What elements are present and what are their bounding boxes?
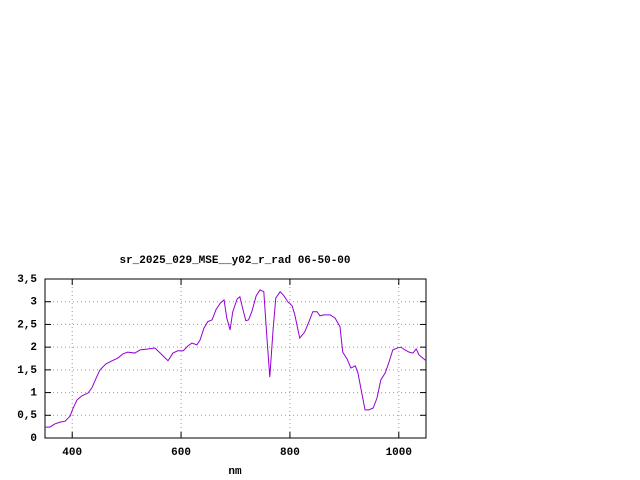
y-tick-label: 3 (30, 297, 37, 309)
chart-title: sr_2025_029_MSE__y02_r_rad 06-50-00 (119, 255, 350, 267)
y-tick-label: 0,5 (17, 410, 37, 422)
y-tick-label: 2 (30, 342, 37, 354)
y-tick-label: 0 (30, 433, 37, 445)
x-tick-label: 1000 (386, 447, 412, 459)
y-tick-label: 2,5 (17, 319, 37, 331)
y-tick-label: 1,5 (17, 365, 37, 377)
x-axis-label: nm (228, 466, 242, 478)
x-tick-label: 400 (62, 447, 82, 459)
y-tick-label: 1 (30, 387, 37, 399)
data-line (45, 289, 427, 428)
x-tick-label: 800 (280, 447, 300, 459)
y-tick-label: 3,5 (17, 274, 37, 286)
plot-frame (44, 278, 427, 439)
x-tick-label: 600 (171, 447, 191, 459)
